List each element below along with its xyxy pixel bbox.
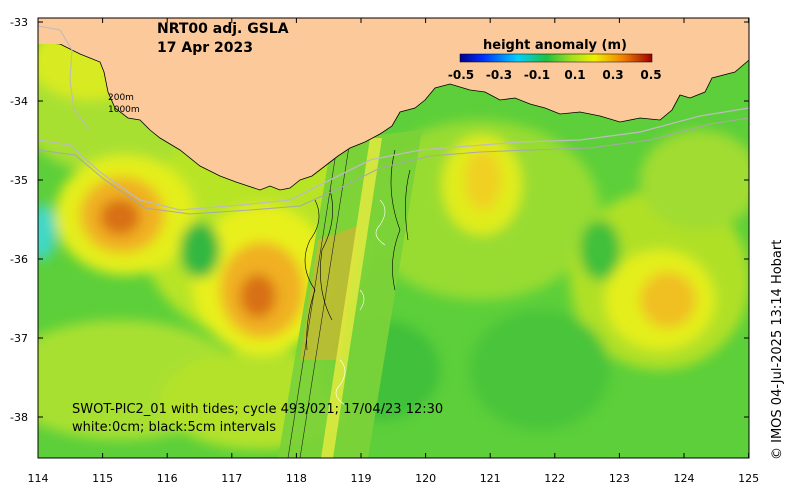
swot-nadir-gap — [321, 138, 382, 458]
land-corner — [38, 18, 98, 44]
swot-caption-line1: SWOT-PIC2_01 with tides; cycle 493/021; … — [72, 402, 443, 417]
y-tick-label: -36 — [10, 253, 28, 266]
x-tick-label: 121 — [480, 472, 501, 485]
colorbar-tick: -0.3 — [486, 68, 512, 82]
colorbar-title: height anomaly (m) — [483, 38, 627, 53]
map-title-line2: 17 Apr 2023 — [157, 40, 253, 56]
plot-frame — [37, 17, 750, 459]
colorbar-tick: -0.5 — [448, 68, 474, 82]
y-tick-label: -38 — [10, 411, 28, 424]
colorbar-tick: 0.3 — [602, 68, 623, 82]
x-tick-label: 122 — [544, 472, 565, 485]
y-tick-label: -34 — [10, 95, 28, 108]
x-tick-label: 125 — [738, 472, 759, 485]
y-tick-label: -33 — [10, 16, 28, 29]
x-tick-label: 119 — [351, 472, 372, 485]
swot-caption-line2: white:0cm; black:5cm intervals — [72, 420, 276, 435]
depth-label-1000m: 1000m — [108, 105, 140, 115]
sea-level-field — [38, 18, 749, 458]
credit-text: © IMOS 04-Jul-2025 13:14 Hobart — [770, 240, 785, 460]
colorbar-gradient — [459, 53, 653, 63]
x-tick-label: 124 — [674, 472, 695, 485]
colorbar-tick: 0.1 — [564, 68, 585, 82]
colorbar-tick: 0.5 — [640, 68, 661, 82]
swot-contours-black — [304, 149, 411, 351]
y-axis: -33 -34 -35 -36 -37 -38 — [10, 16, 749, 424]
y-tick-label: -37 — [10, 332, 28, 345]
x-tick-label: 118 — [286, 472, 307, 485]
x-tick-label: 117 — [221, 472, 242, 485]
isobath-200m — [38, 107, 749, 211]
depth-label-200m: 200m — [108, 93, 134, 103]
x-tick-label: 120 — [415, 472, 436, 485]
x-tick-label: 123 — [609, 472, 630, 485]
isobath-1000m — [38, 117, 749, 215]
x-tick-label: 116 — [157, 472, 178, 485]
map-title-line1: NRT00 adj. GSLA — [157, 21, 289, 37]
colorbar: height anomaly (m) -0.5 -0.3 -0.1 0.1 0.… — [448, 38, 662, 82]
colorbar-tick: -0.1 — [524, 68, 550, 82]
x-tick-label: 114 — [28, 472, 49, 485]
y-tick-label: -35 — [10, 174, 28, 187]
isobath-west — [38, 25, 91, 131]
x-tick-label: 115 — [92, 472, 113, 485]
swot-contours-white — [335, 199, 386, 406]
x-axis: 114 115 116 117 118 119 120 121 122 123 124 125 — [28, 18, 759, 485]
